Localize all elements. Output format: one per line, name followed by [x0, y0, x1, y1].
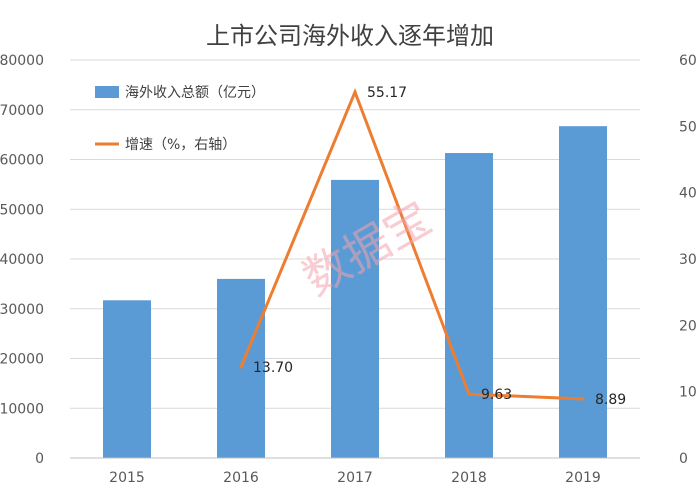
y-right-tick-label: 30 — [679, 252, 697, 268]
bar — [331, 179, 379, 458]
data-label: 13.70 — [253, 360, 293, 376]
bar — [103, 300, 151, 458]
y-right-tick-label: 20 — [679, 318, 697, 334]
line-point — [467, 392, 471, 396]
legend-swatch-bar — [95, 86, 119, 98]
y-left-tick-label: 10000 — [0, 401, 44, 417]
data-label: 8.89 — [595, 392, 626, 408]
legend: 海外收入总额（亿元） 增速（%，右轴） — [95, 85, 265, 153]
line-point — [353, 90, 357, 94]
bar — [559, 126, 607, 458]
x-tick-label: 2017 — [337, 470, 373, 486]
line-point — [581, 397, 585, 401]
bar — [445, 153, 493, 458]
y-left-tick-label: 80000 — [0, 53, 44, 69]
x-tick-label: 2019 — [565, 470, 601, 486]
y-left-tick-label: 50000 — [0, 202, 44, 218]
y-right-tick-label: 50 — [679, 119, 697, 135]
axes: 0 10000 20000 30000 40000 50000 60000 70000 8000… — [0, 53, 697, 486]
data-label: 9.63 — [481, 387, 512, 403]
data-label: 55.17 — [367, 85, 407, 101]
x-tick-label: 2016 — [223, 470, 259, 486]
growth-line — [239, 87, 584, 401]
legend-label-line: 增速（%，右轴） — [125, 137, 236, 153]
y-left-tick-label: 40000 — [0, 252, 44, 268]
y-left-tick-label: 60000 — [0, 153, 44, 169]
y-right-tick-label: 10 — [679, 385, 697, 401]
x-tick-label: 2018 — [451, 470, 487, 486]
y-left-tick-label: 70000 — [0, 103, 44, 119]
y-left-tick-label: 0 — [35, 451, 44, 467]
y-left-tick-label: 20000 — [0, 352, 44, 368]
x-tick-label: 2015 — [109, 470, 145, 486]
y-right-tick-label: 60 — [679, 53, 697, 69]
y-right-tick-label: 40 — [679, 186, 697, 202]
line-point — [239, 365, 243, 369]
y-right-tick-label: 0 — [679, 451, 688, 467]
line-series: 13.70 55.17 9.63 8.89 — [239, 85, 626, 408]
legend-label-bar: 海外收入总额（亿元） — [125, 85, 265, 101]
y-left-tick-label: 30000 — [0, 302, 44, 318]
chart-title: 上市公司海外收入逐年增加 — [206, 22, 494, 50]
